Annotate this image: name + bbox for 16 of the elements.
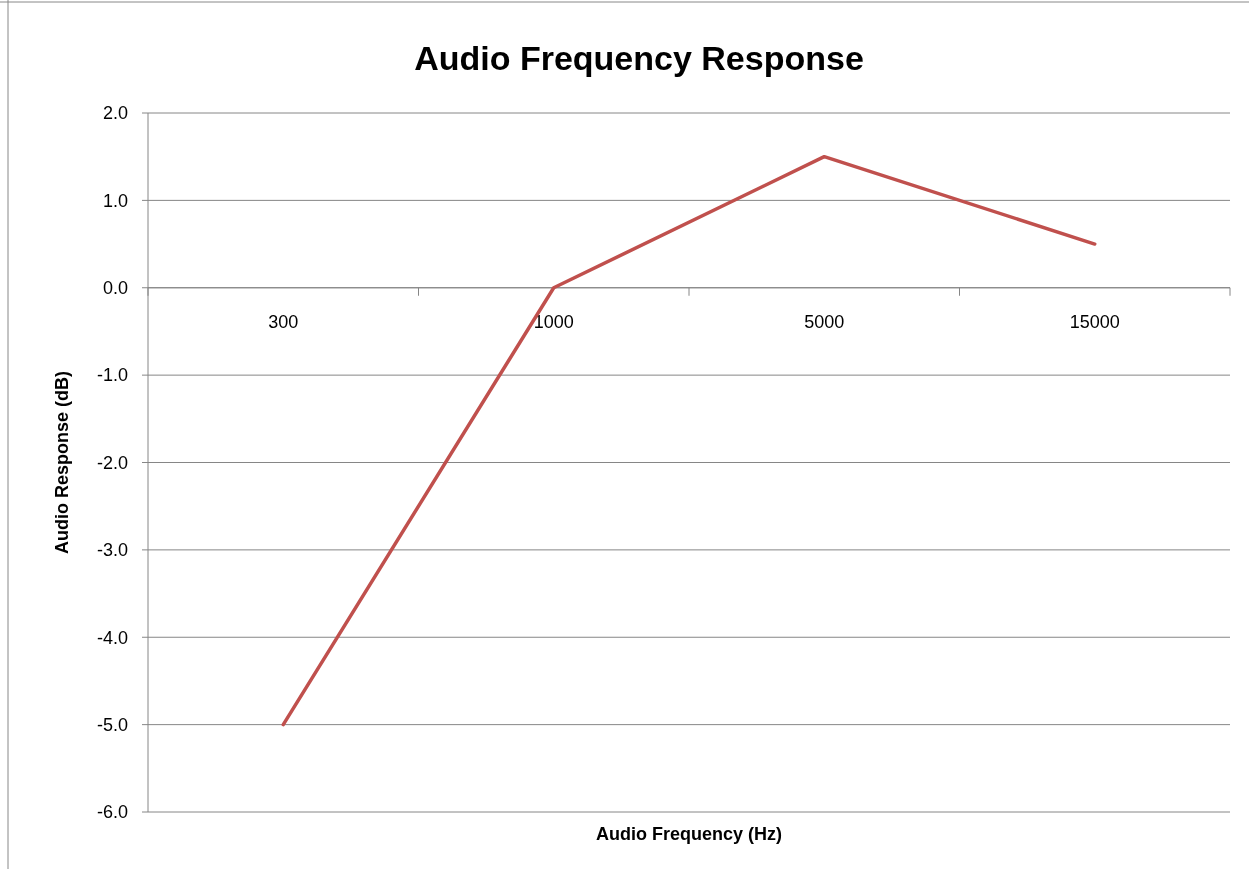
y-tick-label: -6.0: [96, 802, 128, 823]
y-tick-label: 2.0: [102, 103, 128, 124]
y-tick-label: -4.0: [96, 627, 128, 648]
y-tick-label: -1.0: [96, 365, 128, 386]
y-tick-label: -2.0: [96, 452, 128, 473]
x-tick-label: 5000: [804, 311, 845, 332]
x-tick-label: 300: [268, 311, 299, 332]
x-tick-label: 15000: [1069, 311, 1120, 332]
y-tick-label: 0.0: [102, 278, 128, 299]
chart-title: Audio Frequency Response: [414, 39, 864, 77]
y-tick-label: 1.0: [102, 190, 128, 211]
x-axis-title: Audio Frequency (Hz): [595, 824, 783, 844]
y-axis-title: Audio Response (dB): [52, 371, 72, 554]
y-tick-label: -5.0: [96, 714, 128, 735]
y-tick-label: -3.0: [96, 540, 128, 561]
x-tick-label: 1000: [533, 311, 574, 332]
